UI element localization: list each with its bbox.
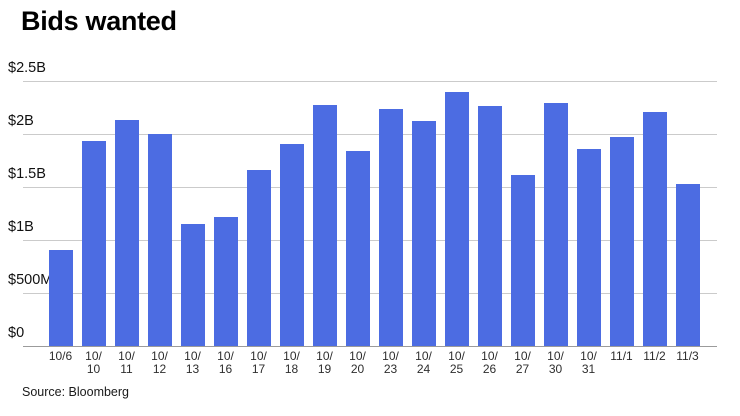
gridline xyxy=(23,133,717,135)
bar xyxy=(510,175,535,346)
source-note: Source: Bloomberg xyxy=(22,385,130,399)
bar xyxy=(411,121,436,346)
x-axis-tick-label: 11/1 xyxy=(610,349,633,363)
bar xyxy=(213,217,238,346)
bar-group: 10/ 12 xyxy=(143,81,176,376)
y-axis-tick-label: $0 xyxy=(8,325,25,341)
bar-group: 10/ 25 xyxy=(440,81,473,376)
x-axis-tick-label: 11/2 xyxy=(643,349,666,363)
bar-group: 10/6 xyxy=(44,81,77,363)
bar xyxy=(147,134,172,346)
bar-group: 10/ 24 xyxy=(407,81,440,376)
x-axis-tick-label: 10/ 31 xyxy=(580,349,597,376)
x-axis-tick-label: 10/ 20 xyxy=(349,349,366,376)
gridline xyxy=(23,239,717,241)
bar xyxy=(345,151,370,346)
y-axis-tick-label: $500M xyxy=(8,272,53,288)
bar xyxy=(312,105,337,346)
bar-group: 10/ 10 xyxy=(77,81,110,376)
x-axis-tick-label: 10/ 19 xyxy=(316,349,333,376)
y-axis-tick-label: $1B xyxy=(8,219,34,235)
bar xyxy=(48,250,73,346)
bar-group: 10/ 16 xyxy=(209,81,242,376)
bar-group: 10/ 20 xyxy=(341,81,374,376)
gridline xyxy=(23,80,717,82)
x-axis-tick-label: 10/ 10 xyxy=(85,349,102,376)
bar-group: 10/ 27 xyxy=(506,81,539,376)
x-axis-baseline xyxy=(23,345,717,347)
bar xyxy=(246,170,271,346)
bar-group: 10/ 31 xyxy=(572,81,605,376)
bar-group: 11/2 xyxy=(638,81,671,363)
gridline xyxy=(23,292,717,294)
x-axis-tick-label: 10/ 13 xyxy=(184,349,201,376)
y-axis-tick-label: $2.5B xyxy=(8,60,46,76)
x-axis-tick-label: 10/6 xyxy=(48,349,73,363)
chart-title: Bids wanted xyxy=(21,6,177,36)
bar xyxy=(675,184,700,346)
bar-group: 11/1 xyxy=(605,81,638,363)
x-axis-tick-label: 10/ 16 xyxy=(217,349,234,376)
x-axis-tick-label: 10/ 11 xyxy=(118,349,135,376)
x-axis-tick-label: 10/ 25 xyxy=(448,349,465,376)
bar xyxy=(444,92,469,346)
x-axis-tick-label: 10/ 23 xyxy=(382,349,399,376)
x-axis-tick-label: 10/ 26 xyxy=(481,349,498,376)
bar-group: 10/ 23 xyxy=(374,81,407,376)
bar xyxy=(180,224,205,346)
x-axis-tick-label: 10/ 18 xyxy=(283,349,300,376)
x-axis-tick-label: 10/ 30 xyxy=(547,349,564,376)
bar xyxy=(609,137,634,346)
bar xyxy=(279,144,304,346)
bars-row: 10/6 10/ 10 10/ 11 10/ 12 10/ 13 10/ 16 10/ 17… xyxy=(44,81,704,376)
bar xyxy=(81,141,106,346)
bar-group: 10/ 17 xyxy=(242,81,275,376)
x-axis-tick-label: 10/ 17 xyxy=(250,349,267,376)
bar xyxy=(576,149,601,346)
y-axis-tick-label: $2B xyxy=(8,113,34,129)
bar-group: 10/ 30 xyxy=(539,81,572,376)
x-axis-tick-label: 11/3 xyxy=(676,349,699,363)
bar-group: 10/ 13 xyxy=(176,81,209,376)
bar-group: 11/3 xyxy=(671,81,704,363)
x-axis-tick-label: 10/ 27 xyxy=(514,349,531,376)
bar-group: 10/ 26 xyxy=(473,81,506,376)
bar-group: 10/ 11 xyxy=(110,81,143,376)
bar xyxy=(477,106,502,346)
y-axis-tick-label: $1.5B xyxy=(8,166,46,182)
x-axis-tick-label: 10/ 12 xyxy=(151,349,168,376)
bar xyxy=(642,112,667,346)
bar xyxy=(114,120,139,346)
bar xyxy=(378,109,403,346)
bar-group: 10/ 19 xyxy=(308,81,341,376)
gridline xyxy=(23,186,717,188)
bar-group: 10/ 18 xyxy=(275,81,308,376)
bar xyxy=(543,103,568,346)
x-axis-tick-label: 10/ 24 xyxy=(415,349,432,376)
